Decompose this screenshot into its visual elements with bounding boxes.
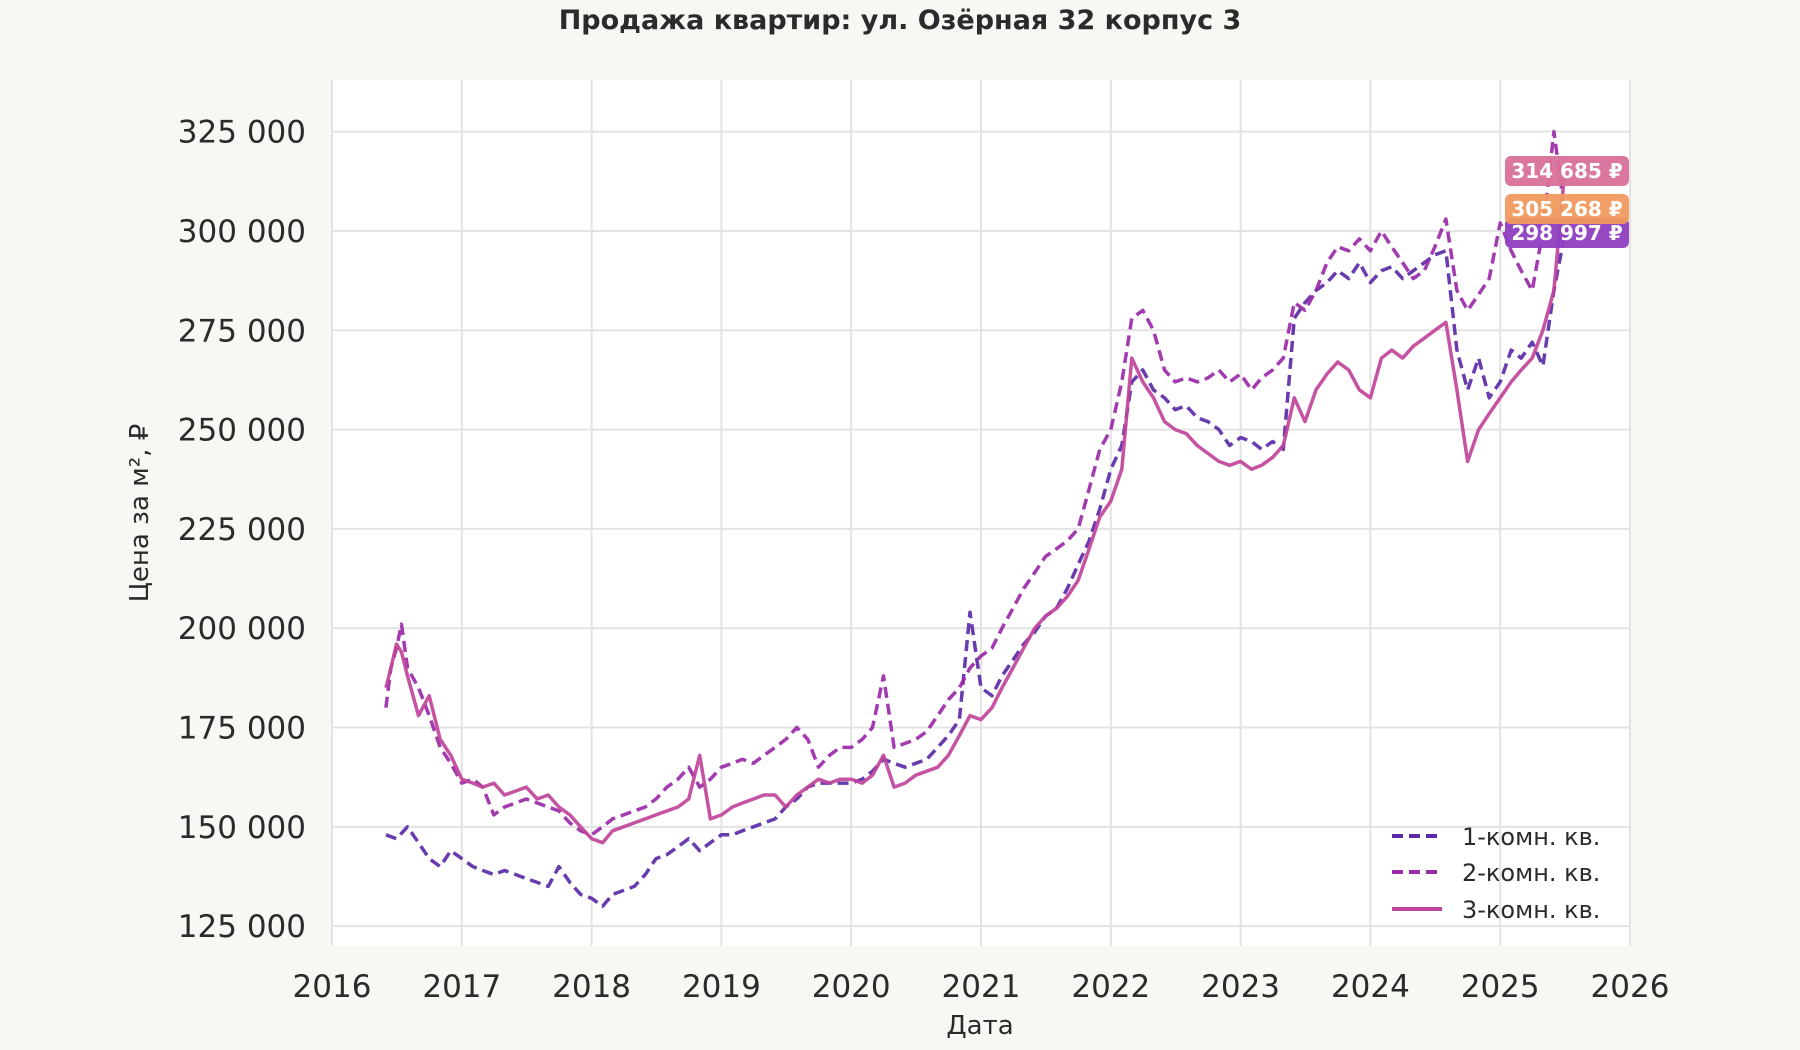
y-axis-label: Цена за м², ₽ <box>125 424 155 603</box>
y-tick-label: 150 000 <box>178 810 306 846</box>
y-tick-label: 275 000 <box>178 313 306 349</box>
last-value-text-3: 314 685 ₽ <box>1511 159 1622 183</box>
series-line-2 <box>384 129 1567 837</box>
x-tick-label: 2026 <box>1591 969 1670 1005</box>
x-tick-label: 2017 <box>422 969 501 1005</box>
x-tick-label: 2020 <box>812 969 891 1005</box>
y-tick-label: 325 000 <box>178 115 306 151</box>
y-tick-label: 175 000 <box>178 711 306 747</box>
y-tick-label: 125 000 <box>178 909 306 945</box>
x-tick-label: 2024 <box>1331 969 1410 1005</box>
x-axis-label: Дата <box>946 1011 1013 1041</box>
legend-label-1: 1-комн. кв. <box>1462 823 1600 851</box>
last-value-text-2: 305 268 ₽ <box>1511 197 1622 221</box>
last-value-badge-2 <box>1505 194 1629 224</box>
chart-title: Продажа квартир: ул. Озёрная 32 корпус 3 <box>559 5 1242 36</box>
x-tick-label: 2018 <box>552 969 631 1005</box>
last-value-labels: 298 997 ₽305 268 ₽ 314 685 ₽ <box>1505 156 1629 248</box>
series-line-1 <box>385 234 1567 909</box>
y-tick-label: 250 000 <box>178 413 306 449</box>
y-tick-label: 300 000 <box>178 214 306 250</box>
x-tick-label: 2019 <box>682 969 761 1005</box>
legend: 1-комн. кв. 2-комн. кв. 3-комн. кв. <box>1392 823 1600 924</box>
y-tick-label: 225 000 <box>178 512 306 548</box>
axes: 2016 2017 2018 2019 2020 2021 2022 2023 2024 2025… <box>178 115 1670 1005</box>
grid-lines <box>331 80 1631 946</box>
y-tick-label: 200 000 <box>178 611 306 647</box>
legend-label-3: 3-комн. кв. <box>1462 896 1600 924</box>
last-value-badge-1 <box>1505 218 1629 248</box>
last-value-text-1: 298 997 ₽ <box>1511 221 1622 245</box>
series-lines <box>384 129 1567 909</box>
x-tick-label: 2022 <box>1071 969 1150 1005</box>
x-tick-label: 2021 <box>942 969 1021 1005</box>
legend-label-2: 2-комн. кв. <box>1462 859 1600 887</box>
x-tick-label: 2025 <box>1461 969 1540 1005</box>
last-value-badge-3 <box>1505 156 1629 186</box>
x-tick-label: 2023 <box>1201 969 1280 1005</box>
series-line-3 <box>384 172 1567 845</box>
x-tick-label: 2016 <box>293 969 372 1005</box>
